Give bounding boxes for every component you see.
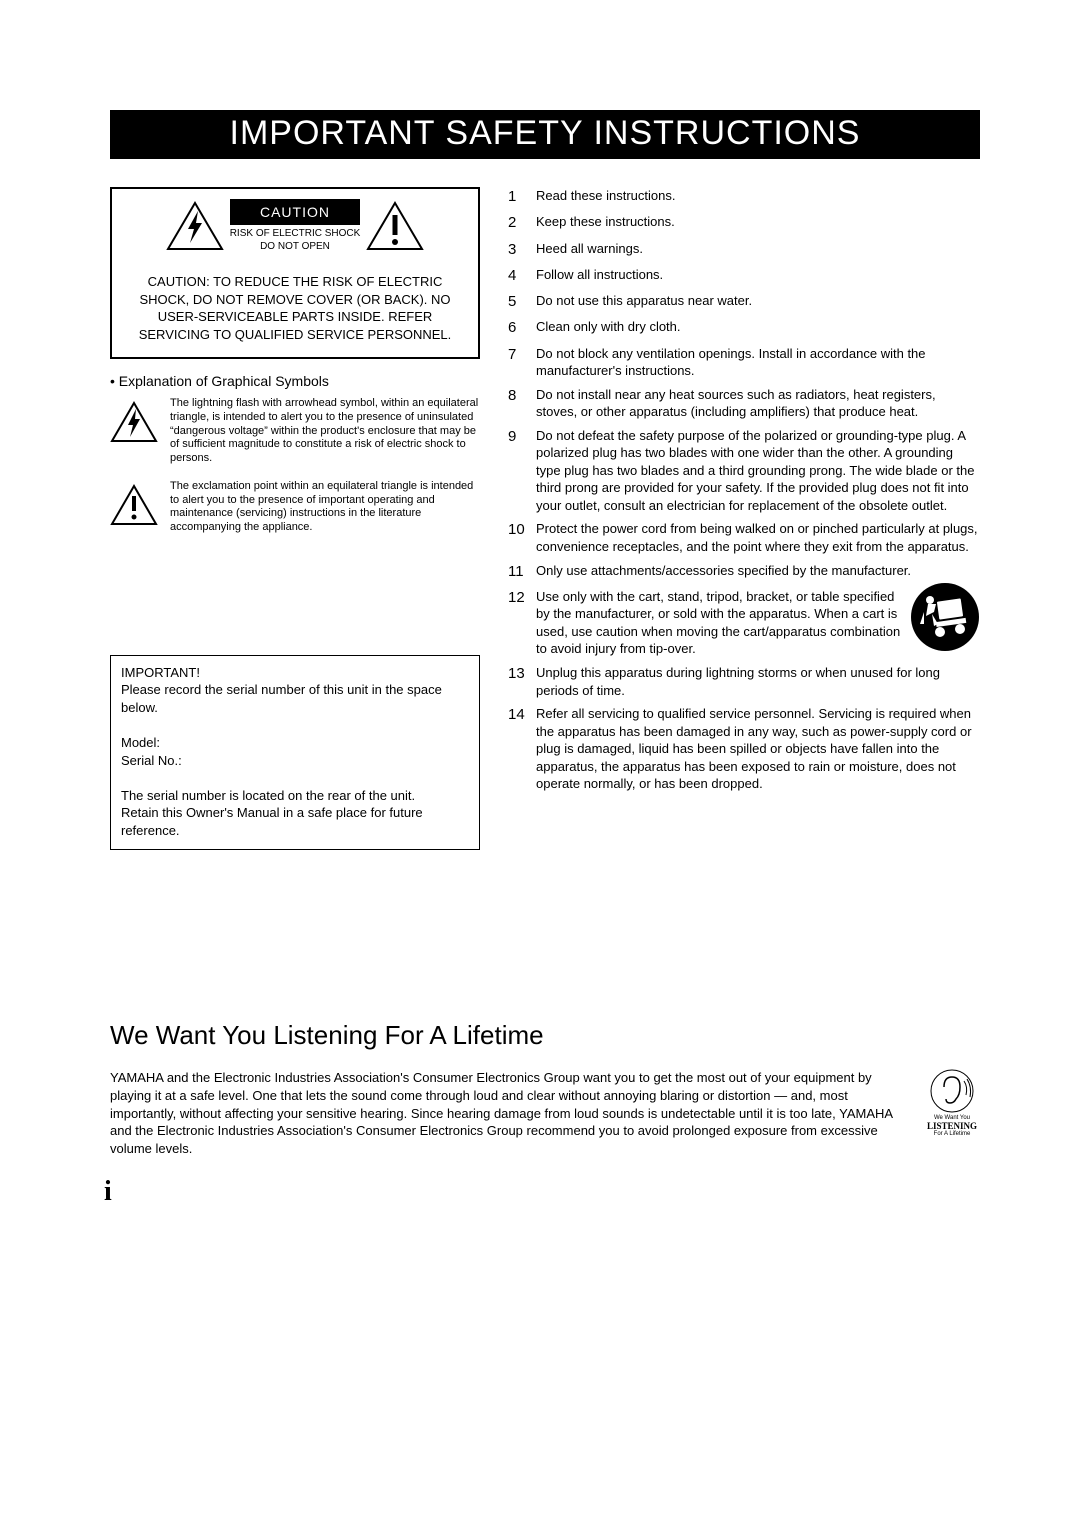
caution-box: CAUTION RISK OF ELECTRIC SHOCK DO NOT OP… [110, 187, 480, 359]
instructions-list: 1Read these instructions.2Keep these ins… [508, 187, 980, 793]
instruction-number: 10 [508, 520, 536, 555]
instruction-row: 6Clean only with dry cloth. [508, 318, 980, 338]
instruction-text: Clean only with dry cloth. [536, 318, 980, 338]
lifetime-heading: We Want You Listening For A Lifetime [110, 1020, 980, 1051]
caution-label: CAUTION [230, 199, 361, 225]
page: IMPORTANT SAFETY INSTRUCTIONS CAUTION RI… [0, 0, 1080, 1528]
instruction-number: 8 [508, 386, 536, 421]
lightning-triangle-icon [166, 201, 224, 251]
logo-line2: LISTENING [924, 1121, 980, 1131]
exclamation-triangle-icon [366, 201, 424, 251]
exclamation-triangle-icon [110, 484, 158, 526]
instruction-number: 2 [508, 213, 536, 233]
instruction-number: 3 [508, 240, 536, 260]
important-serial: Serial No.: [121, 752, 469, 770]
instruction-text: Do not install near any heat sources suc… [536, 386, 980, 421]
explanation-heading: • Explanation of Graphical Symbols [110, 373, 480, 389]
cart-tipping-icon [910, 582, 980, 652]
instruction-text: Keep these instructions. [536, 213, 980, 233]
instruction-text: Only use attachments/accessories specifi… [536, 562, 980, 582]
caution-sub1: RISK OF ELECTRIC SHOCK [230, 228, 361, 241]
instruction-row: 3Heed all warnings. [508, 240, 980, 260]
lightning-triangle-icon [110, 401, 158, 443]
instruction-number: 13 [508, 664, 536, 699]
instruction-row: 11Only use attachments/accessories speci… [508, 562, 980, 582]
listening-logo: We Want You LISTENING For A Lifetime [924, 1069, 980, 1157]
instruction-number: 4 [508, 266, 536, 286]
instruction-text: Do not use this apparatus near water. [536, 292, 980, 312]
right-column: 1Read these instructions.2Keep these ins… [508, 187, 980, 850]
instruction-row: 9Do not defeat the safety purpose of the… [508, 427, 980, 515]
caution-main-text: CAUTION: TO REDUCE THE RISK OF ELECTRIC … [122, 273, 468, 343]
instruction-row: 7Do not block any ventilation openings. … [508, 345, 980, 380]
instruction-text: Follow all instructions. [536, 266, 980, 286]
logo-line3: For A Lifetime [924, 1131, 980, 1137]
symbol-explanation-2: The exclamation point within an equilate… [110, 480, 480, 535]
instruction-text: Read these instructions. [536, 187, 980, 207]
columns: CAUTION RISK OF ELECTRIC SHOCK DO NOT OP… [110, 187, 980, 850]
important-box: IMPORTANT! Please record the serial numb… [110, 655, 480, 850]
instruction-row: 1Read these instructions. [508, 187, 980, 207]
instruction-row: 8Do not install near any heat sources su… [508, 386, 980, 421]
lifetime-block: YAMAHA and the Electronic Industries Ass… [110, 1069, 980, 1157]
instruction-number: 11 [508, 562, 536, 582]
instruction-number: 1 [508, 187, 536, 207]
symbol-explanation-1: The lightning flash with arrowhead symbo… [110, 397, 480, 466]
important-title: IMPORTANT! [121, 664, 469, 682]
instruction-text: Heed all warnings. [536, 240, 980, 260]
page-number: i [104, 1176, 112, 1208]
instruction-text: Refer all servicing to qualified service… [536, 705, 980, 793]
instruction-row: 2Keep these instructions. [508, 213, 980, 233]
instruction-number: 6 [508, 318, 536, 338]
instruction-row: 14Refer all servicing to qualified servi… [508, 705, 980, 793]
instruction-number: 7 [508, 345, 536, 380]
instruction-number: 9 [508, 427, 536, 515]
caution-sub2: DO NOT OPEN [230, 241, 361, 254]
instruction-row: 10Protect the power cord from being walk… [508, 520, 980, 555]
caution-top-row: CAUTION RISK OF ELECTRIC SHOCK DO NOT OP… [122, 199, 468, 253]
instruction-number: 12 [508, 588, 536, 658]
instruction-row: 13Unplug this apparatus during lightning… [508, 664, 980, 699]
instruction-text: Do not defeat the safety purpose of the … [536, 427, 980, 515]
instruction-text: Protect the power cord from being walked… [536, 520, 980, 555]
symbol2-text: The exclamation point within an equilate… [170, 480, 480, 535]
instruction-text: Unplug this apparatus during lightning s… [536, 664, 980, 699]
lifetime-text: YAMAHA and the Electronic Industries Ass… [110, 1069, 910, 1157]
instruction-text: Do not block any ventilation openings. I… [536, 345, 980, 380]
important-line1: Please record the serial number of this … [121, 681, 469, 716]
instruction-number: 14 [508, 705, 536, 793]
instruction-number: 5 [508, 292, 536, 312]
important-model: Model: [121, 734, 469, 752]
title-bar: IMPORTANT SAFETY INSTRUCTIONS [110, 110, 980, 159]
important-line2: The serial number is located on the rear… [121, 787, 469, 805]
instruction-row: 5Do not use this apparatus near water. [508, 292, 980, 312]
important-line3: Retain this Owner's Manual in a safe pla… [121, 804, 469, 839]
instruction-row: 12Use only with the cart, stand, tripod,… [508, 588, 980, 658]
instruction-row: 4Follow all instructions. [508, 266, 980, 286]
left-column: CAUTION RISK OF ELECTRIC SHOCK DO NOT OP… [110, 187, 480, 850]
symbol1-text: The lightning flash with arrowhead symbo… [170, 397, 480, 466]
